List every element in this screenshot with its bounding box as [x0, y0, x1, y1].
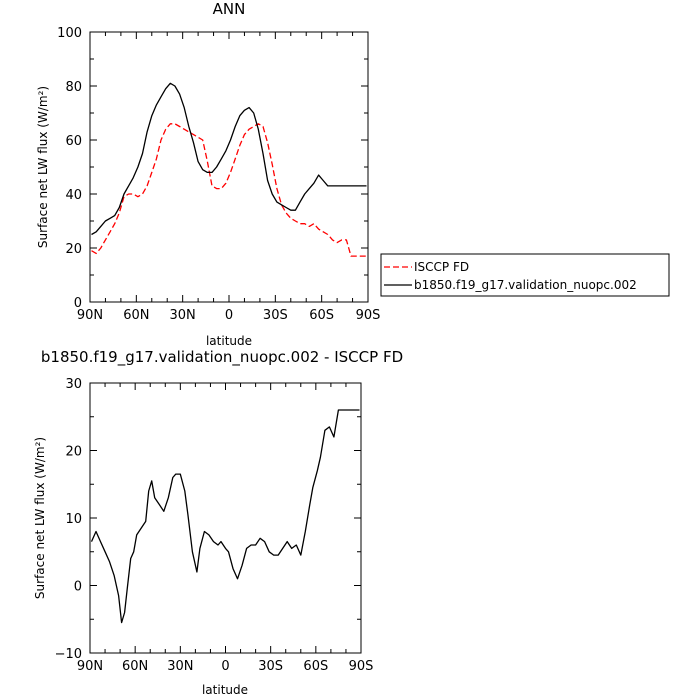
- series-group: [90, 409, 360, 624]
- x-tick-label: 90S: [356, 308, 381, 323]
- x-tick-label: 0: [225, 308, 233, 323]
- x-tick-label: 30S: [263, 308, 288, 323]
- x-tick-label: 30N: [170, 308, 196, 323]
- x-tick-label: 60S: [309, 308, 334, 323]
- series-line-1: [90, 409, 360, 624]
- y-tick-label: 0: [74, 296, 82, 311]
- x-tick-label: 60N: [122, 659, 148, 674]
- y-tick-label: 80: [65, 80, 82, 95]
- panel-2: b1850.f19_g17.validation_nuopc.002 - ISC…: [33, 348, 403, 697]
- x-tick-label: 90S: [349, 659, 374, 674]
- y-tick-label: 40: [65, 188, 82, 203]
- y-tick-label: 20: [65, 242, 82, 257]
- ticks: 90N 60N 30N 0 30S 60S 90S −10 0 10 20 30: [55, 377, 374, 674]
- x-tick-label: 30S: [258, 659, 283, 674]
- y-tick-label: 10: [65, 512, 82, 527]
- y-tick-label: 30: [65, 377, 82, 392]
- plot-frame: [89, 31, 369, 303]
- series-line-1: [91, 123, 367, 257]
- x-axis-label: latitude: [206, 334, 252, 348]
- x-tick-label: 30N: [167, 659, 193, 674]
- x-tick-label: 60N: [123, 308, 149, 323]
- series-line-2: [91, 82, 367, 236]
- y-tick-label: 20: [65, 445, 82, 460]
- x-tick-label: 0: [221, 659, 229, 674]
- panel-1: ANN 90N 60N 30N 0 30S 60S 90S 0 20 40 60 80 100 lati…: [36, 0, 670, 348]
- chart-title: b1850.f19_g17.validation_nuopc.002 - ISC…: [41, 348, 403, 367]
- x-axis-label: latitude: [202, 683, 248, 697]
- legend-entry-2: b1850.f19_g17.validation_nuopc.002: [414, 278, 637, 292]
- y-axis-label: Surface net LW flux (W/m²): [36, 86, 50, 248]
- x-tick-label: 90N: [77, 659, 103, 674]
- legend-box: [380, 253, 670, 297]
- series-group: [91, 82, 367, 257]
- y-tick-label: −10: [55, 647, 82, 662]
- y-tick-label: 60: [65, 134, 82, 149]
- plot-frame: [89, 382, 362, 654]
- y-tick-label: 0: [74, 580, 82, 595]
- legend-entry-1: ISCCP FD: [414, 260, 469, 274]
- x-tick-label: 90N: [77, 308, 103, 323]
- y-axis-label: Surface net LW flux (W/m²): [33, 437, 47, 599]
- y-tick-label: 100: [57, 26, 82, 41]
- ticks: 90N 60N 30N 0 30S 60S 90S 0 20 40 60 80 100: [57, 26, 380, 323]
- legend: ISCCP FD b1850.f19_g17.validation_nuopc.…: [380, 253, 670, 297]
- x-tick-label: 60S: [303, 659, 328, 674]
- chart-title: ANN: [213, 0, 246, 18]
